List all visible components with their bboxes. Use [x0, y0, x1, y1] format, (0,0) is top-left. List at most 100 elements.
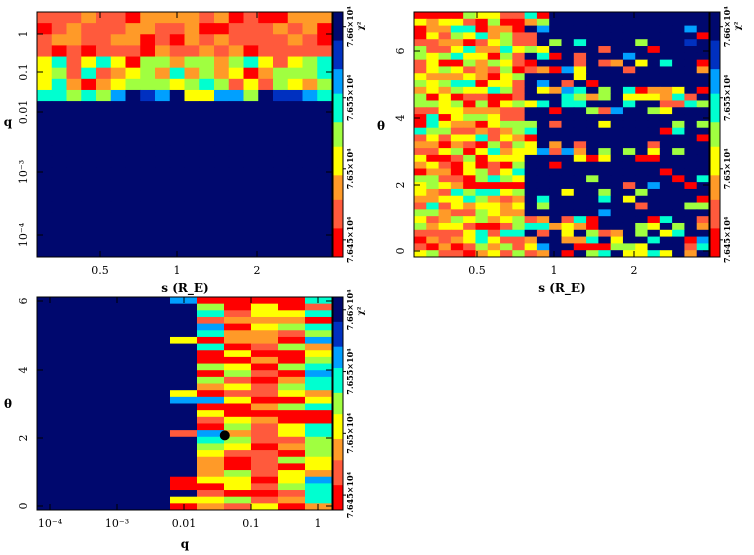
heatmap-cell — [684, 73, 698, 81]
heatmap-cell — [512, 12, 526, 20]
heatmap-cell — [155, 212, 171, 225]
heatmap-cell — [450, 141, 464, 149]
heatmap-cell — [81, 123, 97, 135]
heatmap-cell — [635, 243, 649, 251]
heatmap-cell — [170, 350, 198, 358]
colorbar-segment — [333, 118, 343, 123]
heatmap-cell — [635, 25, 649, 33]
heatmap-cell — [287, 223, 303, 236]
colorbar-segment — [333, 61, 343, 66]
heatmap-cell — [524, 168, 538, 176]
heatmap-cell — [450, 148, 464, 156]
heatmap-cell — [512, 243, 526, 251]
heatmap-cell — [524, 148, 538, 156]
colorbar-segment — [710, 32, 720, 37]
colorbar-segment — [333, 56, 343, 62]
heatmap-cell — [278, 423, 306, 431]
heatmap-cell — [302, 245, 318, 258]
heatmap-cell — [610, 120, 624, 129]
heatmap-cell — [659, 222, 673, 231]
colorbar-segment — [333, 481, 343, 486]
heatmap-cell — [463, 12, 476, 20]
heatmap-cell — [536, 229, 550, 238]
heatmap-cell — [258, 112, 274, 124]
heatmap-cell — [524, 209, 538, 217]
heatmap-cell — [635, 216, 649, 224]
heatmap-cell — [647, 100, 661, 108]
heatmap-cell — [475, 107, 489, 115]
heatmap-cell — [573, 250, 587, 258]
heatmap-cell — [536, 188, 550, 197]
y-tick-label: 6 — [17, 298, 30, 305]
heatmap-cell — [426, 175, 440, 183]
heatmap-cell — [450, 168, 464, 176]
heatmap-cell — [96, 201, 112, 213]
heatmap-cell — [438, 25, 452, 33]
heatmap-cell — [647, 236, 661, 244]
heatmap-cell — [500, 59, 513, 67]
heatmap-cell — [672, 250, 685, 258]
heatmap-cell — [278, 456, 306, 464]
heatmap-cell — [475, 80, 489, 88]
heatmap-cell — [586, 195, 599, 204]
heatmap-cell — [696, 154, 710, 163]
heatmap-cell — [197, 370, 225, 378]
colorbar-segment — [333, 325, 343, 330]
colorbar-segment — [710, 179, 720, 184]
heatmap-cell — [251, 503, 279, 511]
heatmap-cell — [287, 145, 303, 158]
colorbar-segment — [710, 167, 720, 172]
heatmap-cell — [155, 56, 171, 69]
heatmap-cell — [500, 175, 513, 183]
heatmap-cell — [487, 168, 501, 176]
heatmap-cell — [37, 101, 53, 113]
heatmap-cell — [81, 145, 97, 158]
heatmap-cell — [672, 168, 685, 176]
heatmap-cell — [125, 23, 141, 35]
heatmap-cell — [125, 101, 141, 113]
heatmap-cell — [273, 234, 289, 247]
heatmap-cell — [450, 243, 464, 251]
heatmap-cell — [672, 127, 685, 135]
heatmap-cell — [672, 209, 685, 217]
heatmap-cell — [561, 134, 575, 142]
heatmap-cell — [66, 123, 82, 135]
heatmap-cell — [184, 67, 200, 80]
heatmap-cell — [475, 243, 489, 251]
heatmap-cell — [37, 245, 53, 258]
heatmap-cell — [426, 188, 440, 197]
heatmap-cell — [487, 52, 501, 61]
colorbar-segment — [333, 240, 343, 246]
heatmap-cell — [426, 59, 440, 67]
heatmap-cell — [463, 250, 476, 258]
heatmap-cell — [184, 101, 200, 113]
heatmap-cell — [536, 80, 550, 88]
heatmap-cell — [199, 145, 215, 158]
heatmap-cell — [696, 243, 710, 251]
heatmap-cell — [463, 25, 476, 33]
heatmap-cell — [659, 46, 673, 54]
heatmap-cell — [125, 190, 141, 202]
heatmap-cell — [414, 107, 427, 115]
heatmap-cell — [672, 114, 685, 122]
heatmap-cell — [273, 145, 289, 158]
colorbar-frame — [332, 11, 344, 258]
heatmap-cell — [672, 195, 685, 204]
heatmap-cell — [586, 229, 599, 238]
heatmap-cell — [450, 100, 464, 108]
heatmap-cell — [598, 66, 612, 74]
heatmap-cell — [302, 123, 318, 135]
heatmap-cell — [426, 12, 440, 20]
heatmap-cell — [51, 112, 67, 124]
colorbar-segment — [333, 191, 343, 197]
heatmap-cell — [598, 168, 612, 176]
heatmap-cell — [438, 236, 452, 244]
heatmap-cell — [305, 430, 333, 438]
heatmap-cell — [696, 250, 710, 258]
heatmap-cell — [287, 34, 303, 46]
colorbar-segment — [333, 439, 343, 444]
heatmap-cell — [561, 86, 575, 95]
colorbar-segment — [710, 97, 720, 103]
colorbar-segment — [333, 130, 343, 135]
